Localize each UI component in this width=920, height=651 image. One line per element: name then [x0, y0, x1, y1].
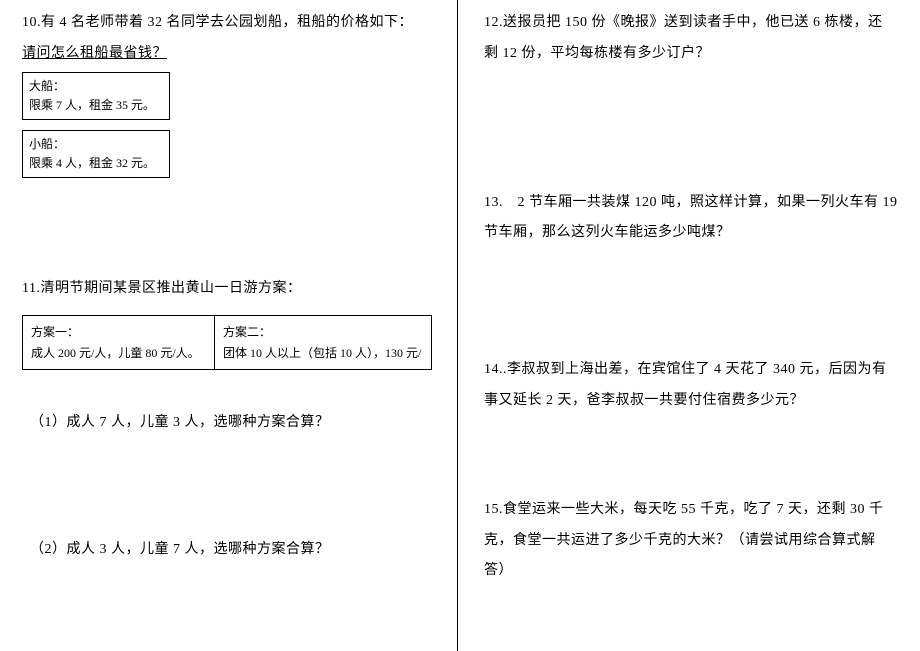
q11-plan-table: 方案一： 成人 200 元/人，儿童 80 元/人。 方案二： 团体 10 人以… [22, 315, 432, 370]
small-boat-label: 小船： [29, 135, 163, 154]
spacer [484, 70, 902, 188]
q10-box-small-boat: 小船： 限乘 4 人，租金 32 元。 [22, 130, 170, 178]
q12-l1: 12.送报员把 150 份《晚报》送到读者手中，他已送 6 栋楼，还 [484, 8, 902, 39]
q15-l2: 克，食堂一共运进了多少千克的大米？（请尝试用综合算式解 [484, 526, 902, 557]
q14-l2: 事又延长 2 天，爸李叔叔一共要付住宿费多少元？ [484, 386, 902, 417]
big-boat-price: 限乘 7 人，租金 35 元。 [29, 96, 163, 115]
plan2-body: 团体 10 人以上（包括 10 人），130 元/ [223, 343, 423, 363]
q11-sub1: （1）成人 7 人，儿童 3 人，选哪种方案合算？ [22, 408, 439, 439]
q11-sub2: （2）成人 3 人，儿童 7 人，选哪种方案合算？ [22, 535, 439, 566]
plan1-body: 成人 200 元/人，儿童 80 元/人。 [31, 343, 206, 363]
spacer [484, 249, 902, 355]
plan1-cell: 方案一： 成人 200 元/人，儿童 80 元/人。 [23, 316, 215, 369]
q10-line2: 请问怎么租船最省钱？ [22, 39, 439, 70]
q11-line1: 11.清明节期间某景区推出黄山一日游方案： [22, 274, 439, 305]
q15-l1: 15.食堂运来一些大米，每天吃 55 千克，吃了 7 天，还剩 30 千 [484, 495, 902, 526]
spacer [22, 120, 439, 128]
q14-l1: 14..李叔叔到上海出差，在宾馆住了 4 天花了 340 元，后因为有 [484, 355, 902, 386]
big-boat-label: 大船： [29, 77, 163, 96]
left-column: 10.有 4 名老师带着 32 名同学去公园划船，租船的价格如下： 请问怎么租船… [0, 0, 458, 651]
small-boat-price: 限乘 4 人，租金 32 元。 [29, 154, 163, 173]
q10-box-big-boat: 大船： 限乘 7 人，租金 35 元。 [22, 72, 170, 120]
q10-line1: 10.有 4 名老师带着 32 名同学去公园划船，租船的价格如下： [22, 8, 439, 39]
right-column: 12.送报员把 150 份《晚报》送到读者手中，他已送 6 栋楼，还 剩 12 … [458, 0, 920, 651]
q13-l1: 13. 2 节车厢一共装煤 120 吨，照这样计算，如果一列火车有 19 [484, 188, 902, 219]
page-two-column: 10.有 4 名老师带着 32 名同学去公园划船，租船的价格如下： 请问怎么租船… [0, 0, 920, 651]
plan2-title: 方案二： [223, 322, 423, 342]
spacer [22, 439, 439, 535]
plan2-cell: 方案二： 团体 10 人以上（包括 10 人），130 元/ [215, 316, 431, 369]
plan1-title: 方案一： [31, 322, 206, 342]
spacer [22, 370, 439, 408]
q13-l2: 节车厢，那么这列火车能运多少吨煤？ [484, 218, 902, 249]
spacer [484, 417, 902, 495]
q10-underline: 请问怎么租船最省钱？ [22, 46, 167, 61]
q12-l2: 剩 12 份，平均每栋楼有多少订户？ [484, 39, 902, 70]
q15-l3: 答） [484, 556, 902, 587]
spacer [22, 178, 439, 274]
